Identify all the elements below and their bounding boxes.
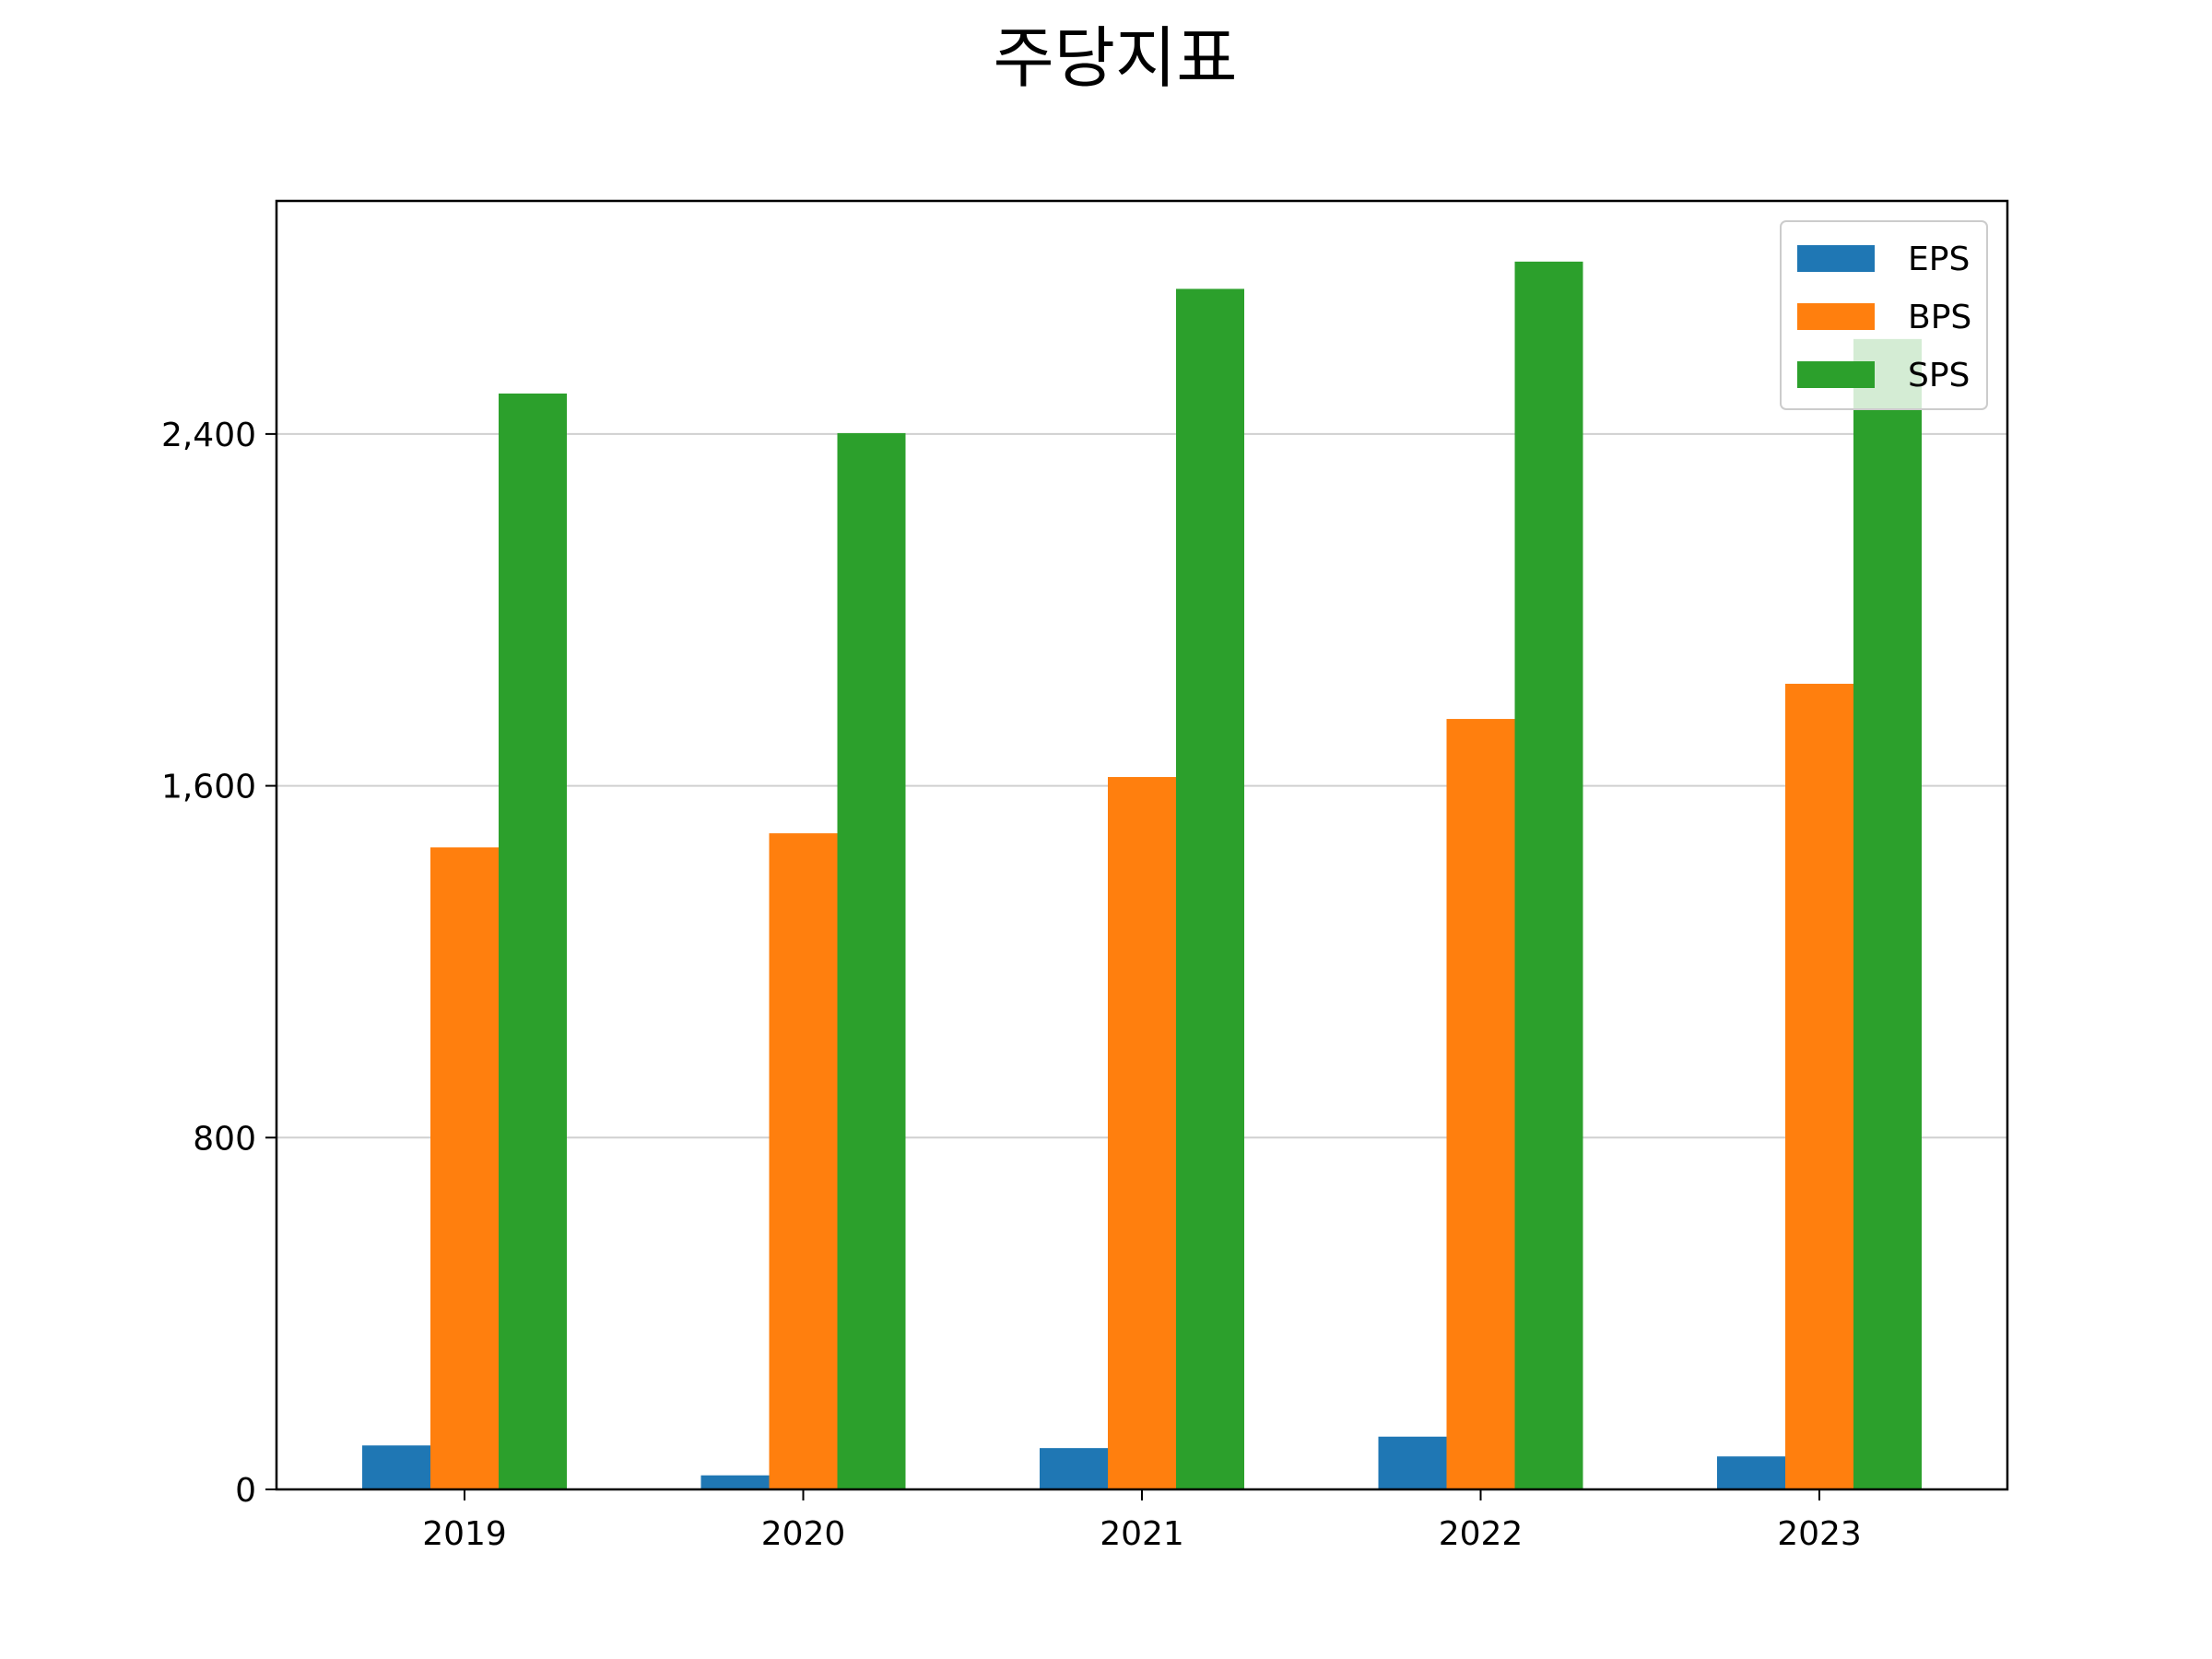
bar-bps-2023 bbox=[1785, 683, 1853, 1489]
bar-sps-2019 bbox=[499, 393, 567, 1489]
bar-eps-2023 bbox=[1717, 1456, 1785, 1489]
x-axis: 2019 2020 2021 2022 2023 bbox=[422, 1489, 1862, 1553]
bar-bps-2020 bbox=[769, 833, 838, 1489]
bar-eps-2019 bbox=[362, 1445, 430, 1489]
bar-sps-2022 bbox=[1514, 261, 1583, 1489]
bar-sps-2023 bbox=[1853, 338, 1922, 1489]
bar-sps-2020 bbox=[837, 432, 906, 1489]
legend-swatch-eps bbox=[1797, 245, 1875, 272]
legend-swatch-bps bbox=[1797, 303, 1875, 330]
bar-bps-2022 bbox=[1446, 719, 1515, 1489]
x-tick-label: 2021 bbox=[1100, 1515, 1184, 1553]
y-tick-label: 2,400 bbox=[161, 417, 256, 454]
bar-bps-2019 bbox=[430, 847, 499, 1489]
bars bbox=[362, 261, 1922, 1489]
x-tick-label: 2022 bbox=[1439, 1515, 1524, 1553]
legend-label-eps: EPS bbox=[1908, 241, 1970, 278]
y-tick-label: 1,600 bbox=[161, 769, 256, 806]
x-tick-label: 2019 bbox=[422, 1515, 507, 1553]
legend-label-bps: BPS bbox=[1908, 299, 1971, 336]
legend: EPS BPS SPS bbox=[1780, 220, 1988, 410]
y-axis: 0 800 1,600 2,400 bbox=[161, 417, 276, 1510]
bar-eps-2021 bbox=[1040, 1448, 1108, 1489]
bar-sps-2021 bbox=[1176, 288, 1244, 1489]
legend-swatch-sps bbox=[1797, 361, 1875, 388]
bar-bps-2021 bbox=[1108, 777, 1176, 1489]
bar-eps-2020 bbox=[700, 1475, 770, 1489]
y-tick-label: 800 bbox=[193, 1120, 256, 1158]
x-tick-label: 2020 bbox=[761, 1515, 846, 1553]
x-tick-label: 2023 bbox=[1777, 1515, 1862, 1553]
bar-eps-2022 bbox=[1378, 1436, 1447, 1489]
legend-label-sps: SPS bbox=[1908, 357, 1970, 394]
chart-title: 주당지표 bbox=[994, 19, 1238, 97]
y-tick-label: 0 bbox=[235, 1472, 256, 1510]
